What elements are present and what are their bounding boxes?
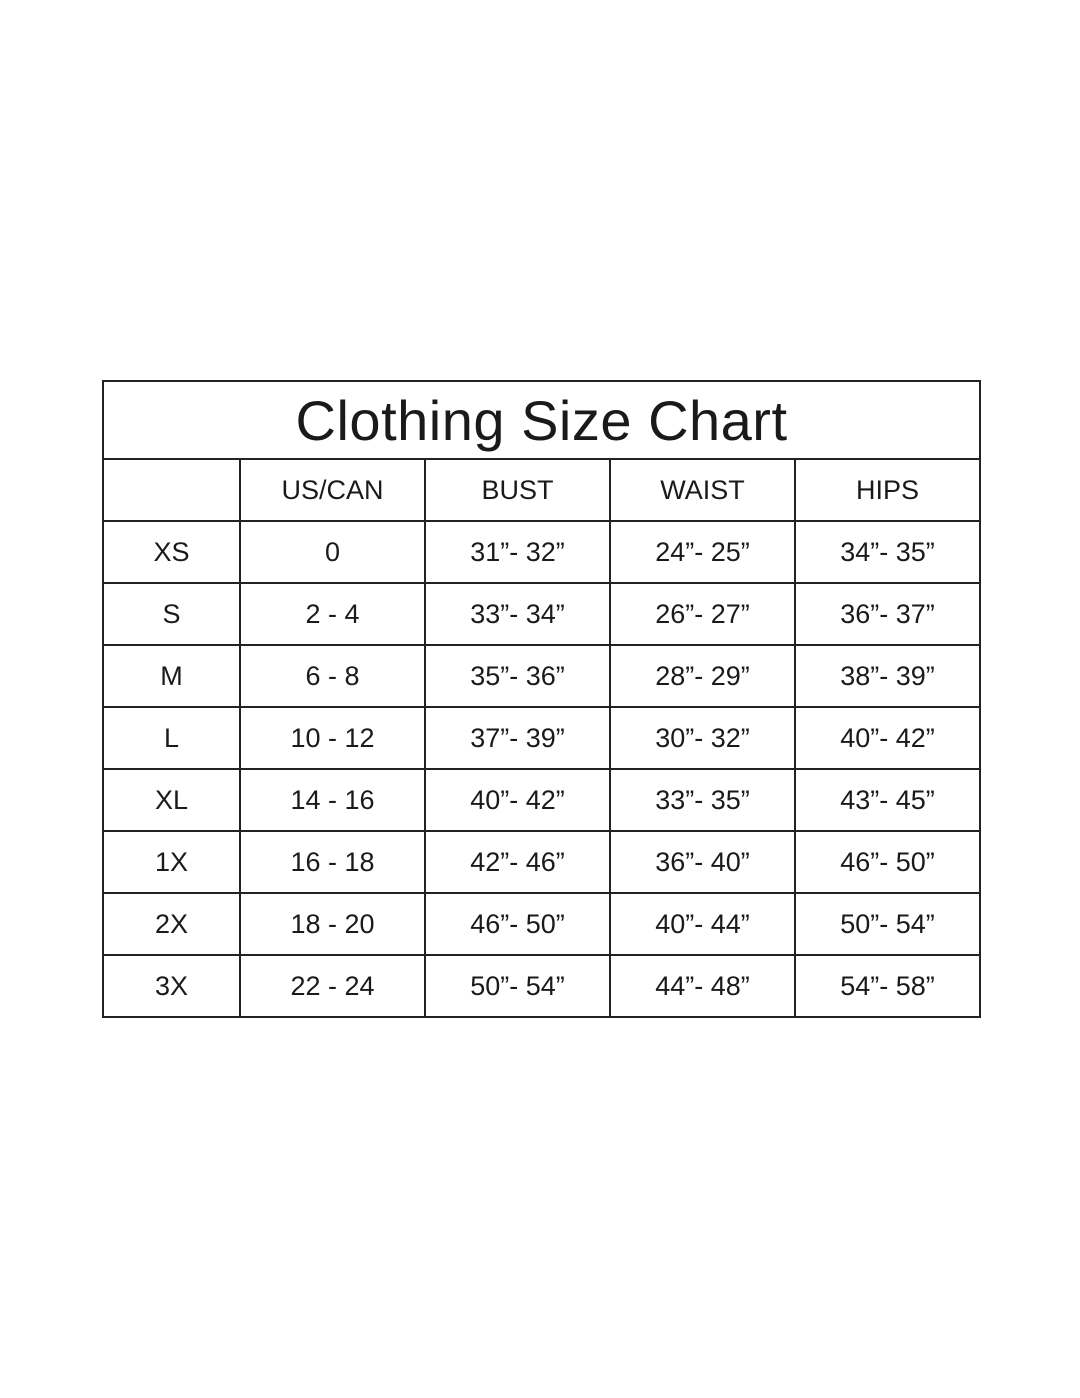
table-cell: 24”- 25”	[609, 520, 796, 584]
table-cell: 46”- 50”	[424, 892, 611, 956]
table-row: L 10 - 12 37”- 39” 30”- 32” 40”- 42”	[102, 706, 982, 770]
size-label: M	[102, 644, 241, 708]
size-label: XL	[102, 768, 241, 832]
table-cell: 6 - 8	[239, 644, 426, 708]
column-header: BUST	[424, 458, 611, 522]
table-cell: 40”- 42”	[793, 706, 982, 770]
table-row: 1X 16 - 18 42”- 46” 36”- 40” 46”- 50”	[102, 830, 982, 894]
column-header: WAIST	[609, 458, 796, 522]
table-cell: 44”- 48”	[609, 954, 796, 1018]
table-cell: 54”- 58”	[793, 954, 982, 1018]
table-cell: 38”- 39”	[793, 644, 982, 708]
table-cell: 40”- 42”	[424, 768, 611, 832]
table-cell: 36”- 37”	[793, 582, 982, 646]
table-cell: 35”- 36”	[424, 644, 611, 708]
table-cell: 40”- 44”	[609, 892, 796, 956]
table-row: XL 14 - 16 40”- 42” 33”- 35” 43”- 45”	[102, 768, 982, 832]
table-cell: 10 - 12	[239, 706, 426, 770]
column-header: HIPS	[793, 458, 982, 522]
table-row: 2X 18 - 20 46”- 50” 40”- 44” 50”- 54”	[102, 892, 982, 956]
size-label: 1X	[102, 830, 241, 894]
table-cell: 26”- 27”	[609, 582, 796, 646]
chart-title: Clothing Size Chart	[101, 380, 982, 460]
table-row: XS 0 31”- 32” 24”- 25” 34”- 35”	[102, 520, 982, 584]
table-cell: 33”- 35”	[609, 768, 796, 832]
table-cell: 34”- 35”	[793, 520, 982, 584]
table-cell: 42”- 46”	[424, 830, 611, 894]
table-cell: 50”- 54”	[793, 892, 982, 956]
size-label: S	[102, 582, 241, 646]
size-chart-table: Clothing Size Chart US/CAN BUST WAIST HIPS …	[101, 380, 982, 1018]
table-cell: 33”- 34”	[424, 582, 611, 646]
size-label: XS	[102, 520, 241, 584]
column-header	[102, 458, 241, 522]
table-cell: 28”- 29”	[609, 644, 796, 708]
table-cell: 50”- 54”	[424, 954, 611, 1018]
table-cell: 43”- 45”	[793, 768, 982, 832]
table-cell: 22 - 24	[239, 954, 426, 1018]
table-cell: 2 - 4	[239, 582, 426, 646]
table-cell: 14 - 16	[239, 768, 426, 832]
table-cell: 46”- 50”	[793, 830, 982, 894]
table-cell: 0	[239, 520, 426, 584]
table-cell: 18 - 20	[239, 892, 426, 956]
table-cell: 16 - 18	[239, 830, 426, 894]
size-label: L	[102, 706, 241, 770]
table-body: XS 0 31”- 32” 24”- 25” 34”- 35” S 2 - 4 33”- 34…	[102, 520, 982, 1018]
table-cell: 31”- 32”	[424, 520, 611, 584]
table-row: 3X 22 - 24 50”- 54” 44”- 48” 54”- 58”	[102, 954, 982, 1018]
column-header: US/CAN	[239, 458, 426, 522]
size-label: 2X	[102, 892, 241, 956]
table-cell: 37”- 39”	[424, 706, 611, 770]
header-row: US/CAN BUST WAIST HIPS	[102, 458, 982, 522]
table-cell: 30”- 32”	[609, 706, 796, 770]
size-label: 3X	[102, 954, 241, 1018]
table-cell: 36”- 40”	[609, 830, 796, 894]
